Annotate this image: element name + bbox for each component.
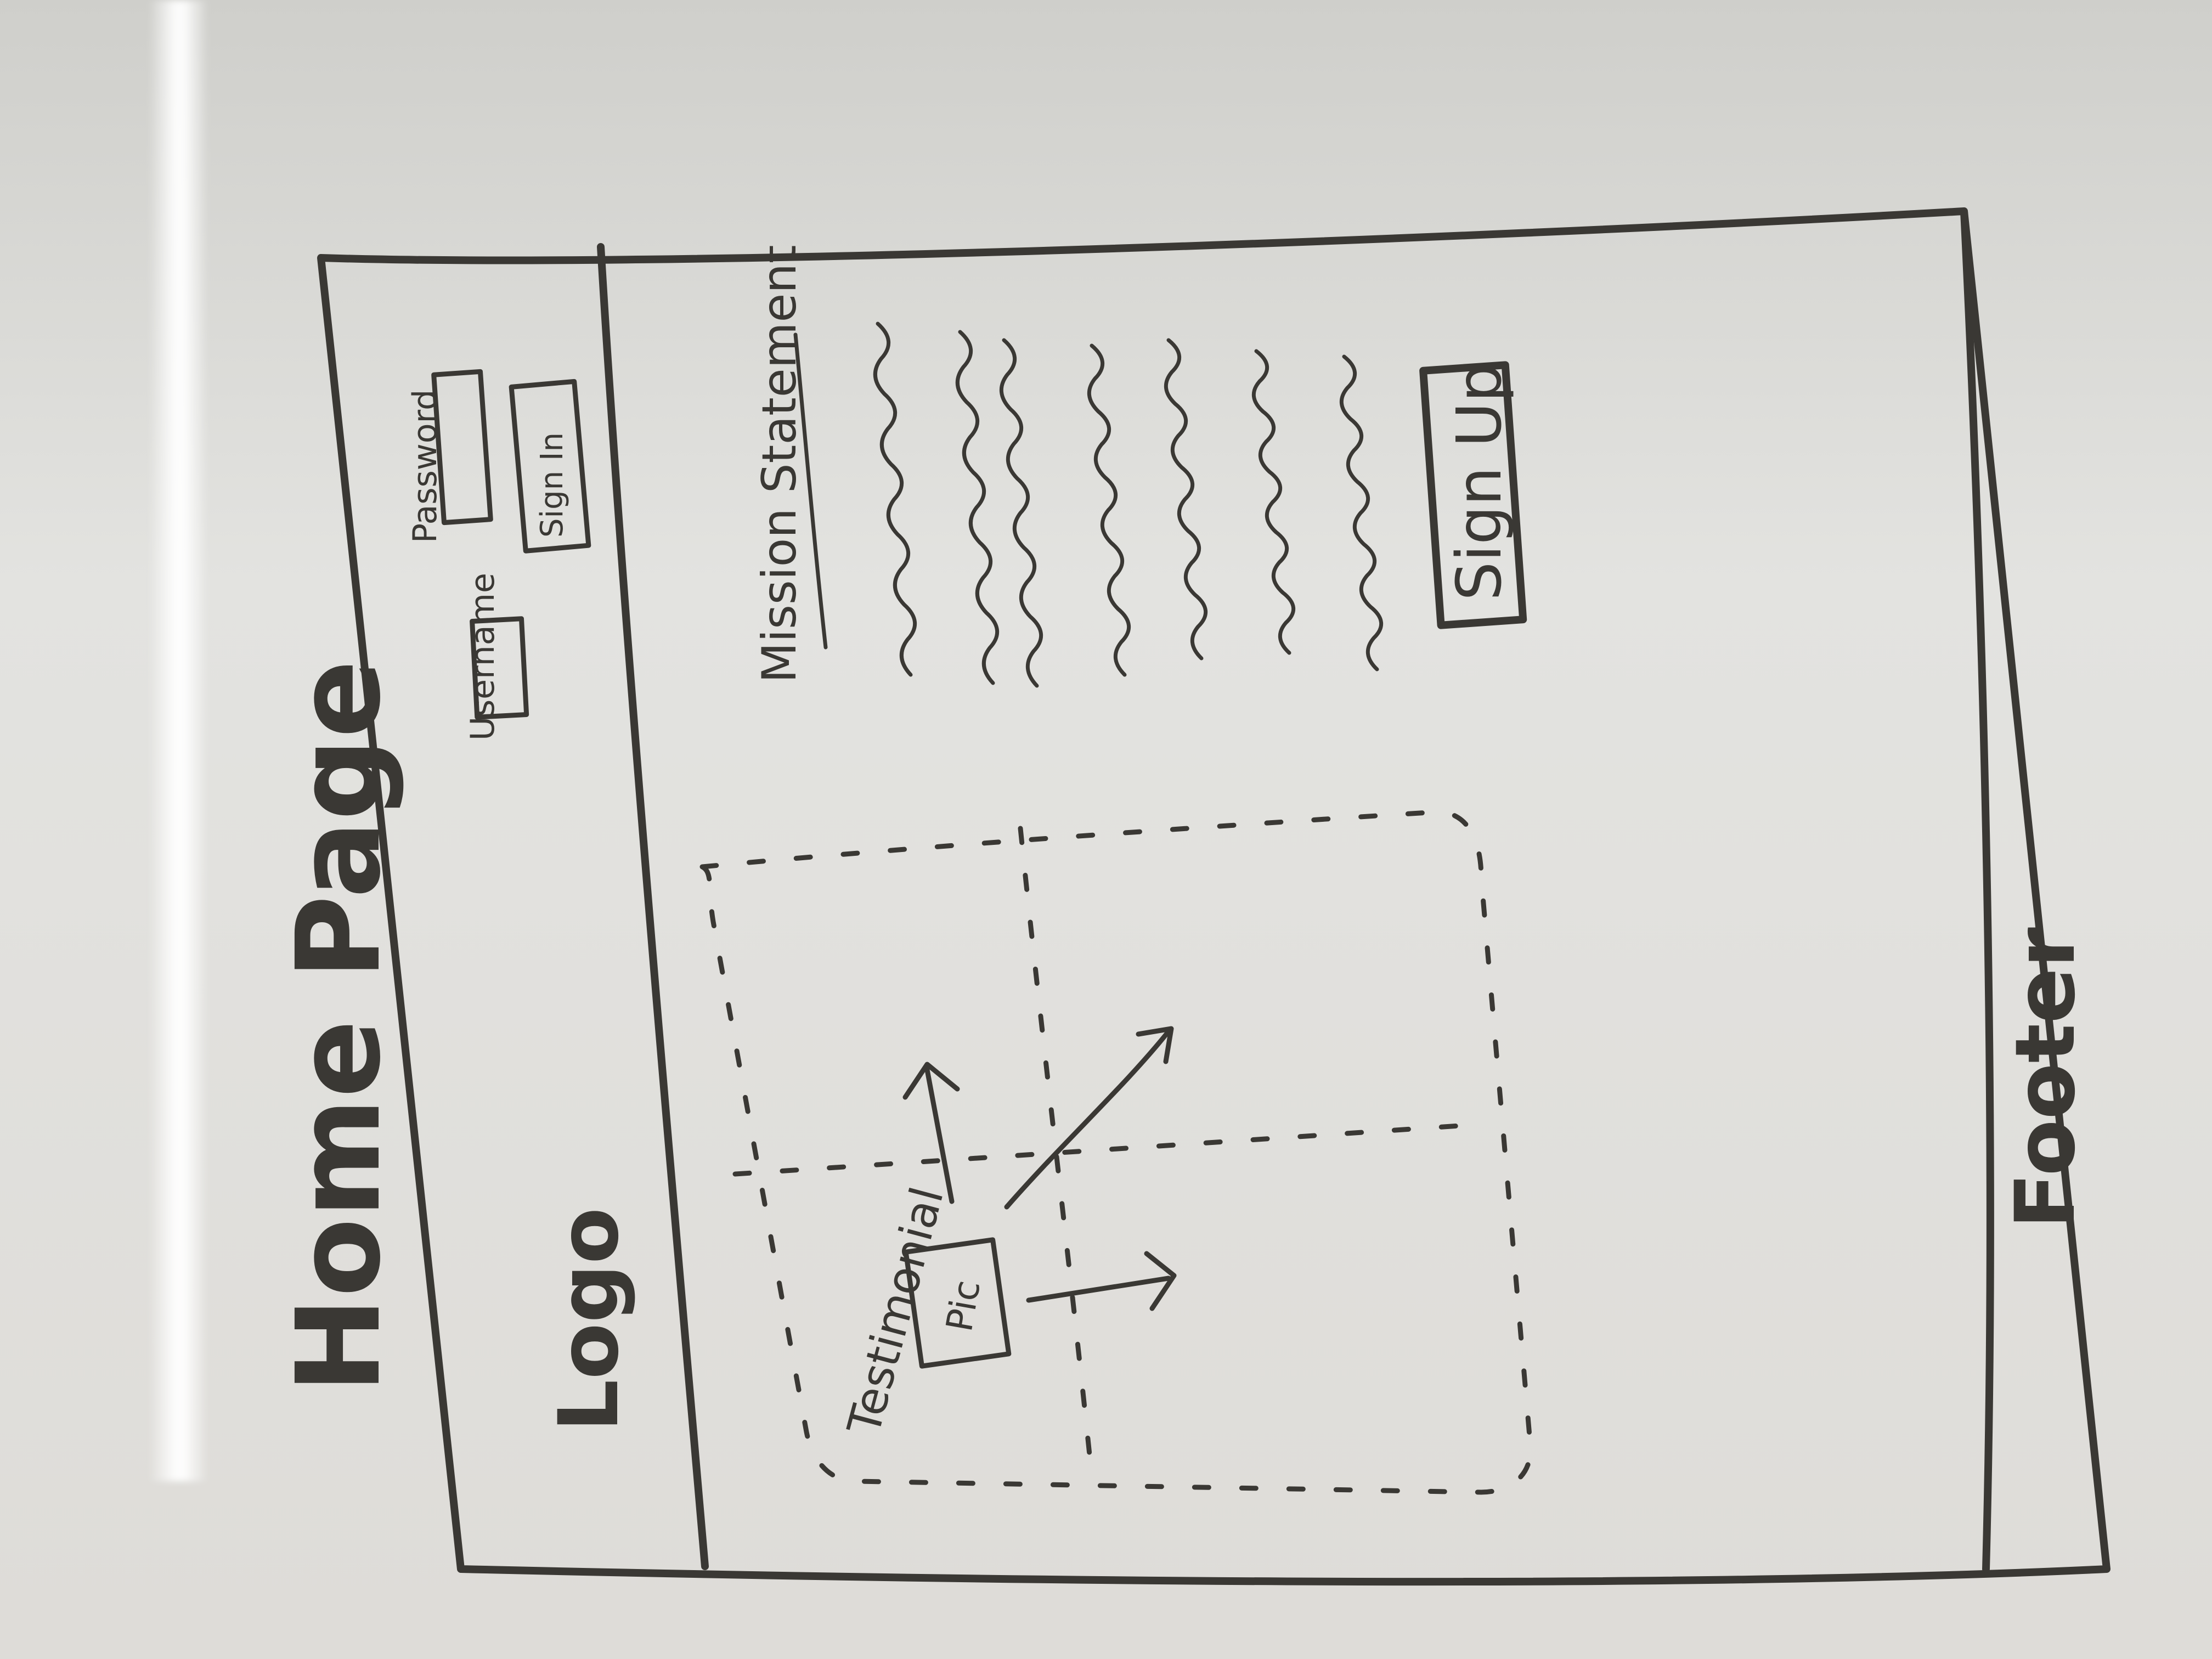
squiggle-line (873, 321, 917, 677)
testimonial-label: Testimonial (838, 1182, 954, 1441)
username-field[interactable] (470, 616, 529, 720)
page-frame (317, 207, 2111, 1586)
slide-arrow-up (902, 1062, 960, 1204)
pic-placeholder (903, 1237, 1012, 1369)
pic-label: Pic (938, 1277, 989, 1335)
mission-heading: Mission Statement (752, 245, 807, 683)
logo: Logo (541, 1207, 637, 1432)
signup-button-label: Sign Up (1444, 363, 1515, 601)
mission-text-lines (873, 321, 1384, 688)
page-title: Home Page (272, 660, 406, 1393)
header-divider (597, 243, 709, 1570)
squiggle-line (1339, 354, 1384, 672)
carousel-divider-vertical (732, 1122, 1479, 1177)
squiggle-line (1087, 343, 1131, 677)
signup-button[interactable] (1419, 361, 1527, 629)
squiggle-line (999, 338, 1043, 688)
squiggle-line (1251, 349, 1296, 655)
username-label: Username (464, 573, 502, 741)
password-field[interactable] (431, 369, 493, 526)
squiggle-line (1164, 338, 1208, 661)
signin-button-label: Sign In (534, 432, 570, 538)
footer-divider (1960, 207, 1994, 1573)
signin-button[interactable] (509, 379, 591, 554)
slide-arrow-down (1026, 1251, 1177, 1311)
squiggle-line (955, 330, 999, 685)
glare-reflection (148, 0, 208, 1481)
mission-underline (793, 332, 828, 650)
testimonial-carousel[interactable] (699, 809, 1533, 1495)
slide-arrow-diagonal (1004, 1026, 1174, 1210)
carousel-divider-horizontal (1018, 826, 1094, 1479)
footer-label: Footer (1998, 927, 2094, 1229)
